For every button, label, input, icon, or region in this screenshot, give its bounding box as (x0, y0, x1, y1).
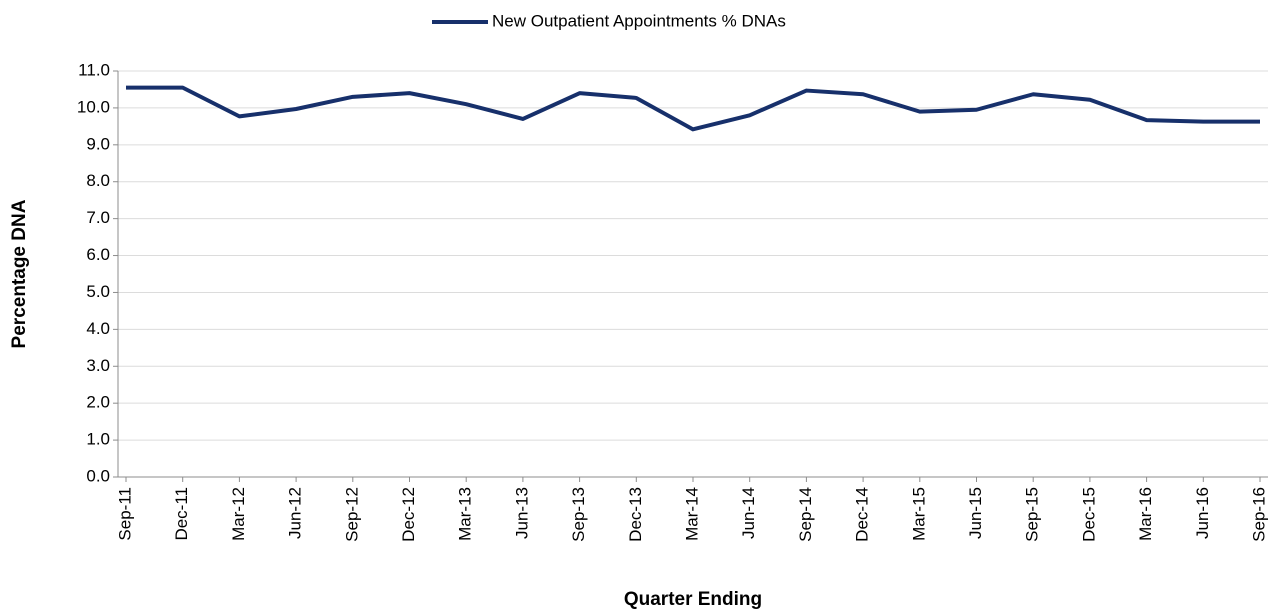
x-tick-label: Dec-11 (172, 487, 191, 541)
x-tick-label: Jun-13 (512, 487, 531, 539)
y-tick-label: 2.0 (86, 393, 110, 412)
y-axis-title: Percentage DNA (9, 199, 30, 348)
y-tick-label: 10.0 (77, 97, 110, 116)
x-tick-label: Mar-14 (682, 487, 701, 541)
x-tick-label: Sep-11 (115, 487, 134, 541)
legend-label: New Outpatient Appointments % DNAs (492, 11, 786, 30)
y-tick-label: 4.0 (86, 319, 110, 338)
x-tick-label: Mar-15 (909, 487, 928, 541)
x-tick-label: Jun-16 (1193, 487, 1212, 539)
y-tick-label: 3.0 (86, 356, 110, 375)
x-tick-label: Jun-14 (739, 487, 758, 539)
x-tick-label: Mar-16 (1136, 487, 1155, 541)
x-tick-label: Dec-14 (853, 487, 872, 542)
y-tick-label: 0.0 (86, 466, 110, 485)
x-tick-label: Sep-14 (796, 487, 815, 542)
y-tick-label: 11.0 (78, 60, 110, 79)
x-tick-label: Jun-12 (286, 487, 305, 539)
data-line (126, 85, 1260, 132)
x-axis-title: Quarter Ending (624, 589, 762, 610)
y-tick-label: 9.0 (86, 134, 110, 153)
x-tick-label: Sep-16 (1249, 487, 1268, 542)
x-tick-label: Sep-15 (1023, 487, 1042, 542)
x-tick-label: Sep-12 (342, 487, 361, 542)
x-tick-label: Dec-15 (1079, 487, 1098, 542)
y-tick-label: 8.0 (86, 171, 110, 190)
x-tick-label: Jun-15 (966, 487, 985, 539)
y-tick-label: 6.0 (86, 245, 110, 264)
y-tick-label: 5.0 (86, 282, 110, 301)
y-tick-label: 1.0 (86, 430, 110, 449)
x-tick-label: Dec-13 (626, 487, 645, 542)
x-tick-label: Mar-13 (456, 487, 475, 541)
x-tick-label: Dec-12 (399, 487, 418, 542)
x-tick-label: Mar-12 (229, 487, 248, 541)
y-tick-label: 7.0 (86, 208, 110, 227)
x-tick-label: Sep-13 (569, 487, 588, 542)
